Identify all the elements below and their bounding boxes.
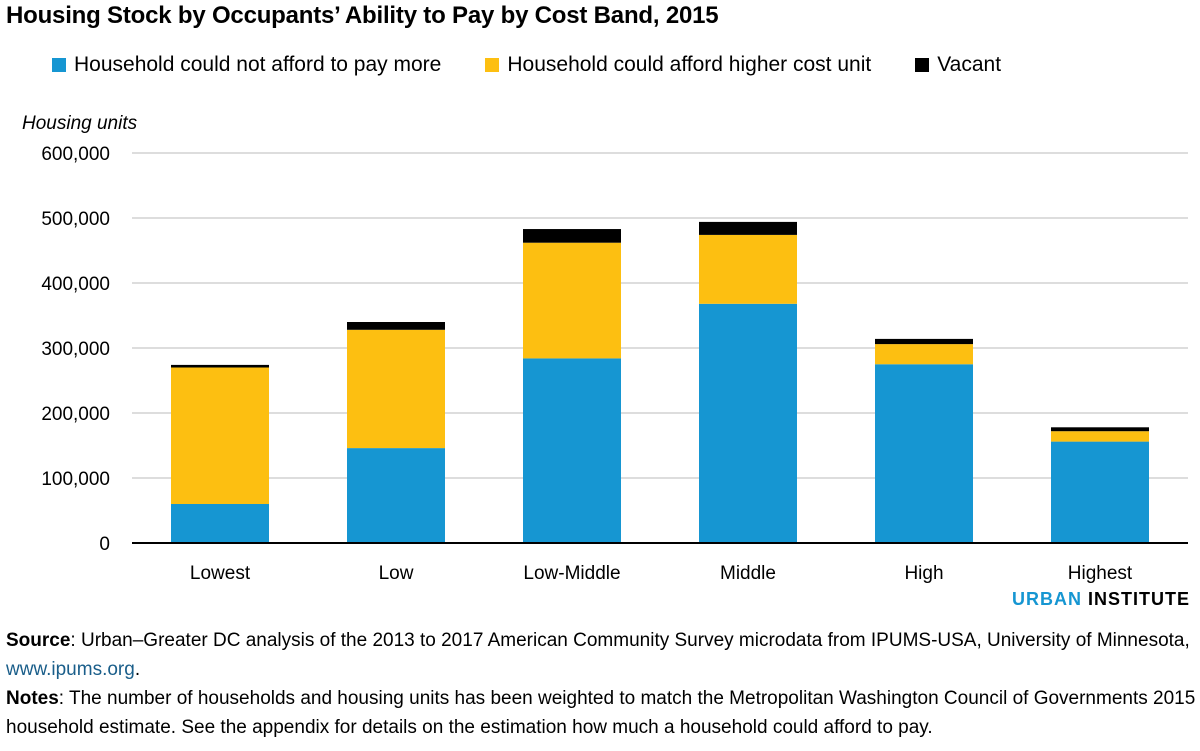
source-note: Source: Urban–Greater DC analysis of the… — [6, 626, 1196, 684]
x-tick-label: Lowest — [190, 563, 251, 584]
source-end: . — [134, 659, 141, 680]
y-tick-label: 0 — [99, 534, 110, 555]
notes: Notes: The number of households and hous… — [6, 684, 1196, 742]
bar-low-middle-series-2 — [523, 229, 621, 243]
legend-item-vacant: Vacant — [915, 53, 1001, 77]
bar-highest-series-2 — [1051, 427, 1149, 432]
notes-text: : The number of households and housing u… — [6, 688, 1196, 738]
legend-item-could-afford: Household could afford higher cost unit — [485, 53, 871, 77]
chart-footer: Source: Urban–Greater DC analysis of the… — [6, 626, 1196, 742]
bar-high-series-1 — [875, 344, 973, 365]
y-tick-label: 100,000 — [41, 469, 110, 490]
bar-lowest-series-0 — [171, 504, 269, 543]
notes-label: Notes — [6, 688, 59, 709]
bar-lowest-series-2 — [171, 364, 269, 368]
legend: Household could not afford to pay more H… — [52, 52, 1045, 78]
bar-high-series-2 — [875, 338, 973, 345]
bar-middle-series-2 — [699, 221, 797, 235]
chart-title: Housing Stock by Occupants’ Ability to P… — [6, 2, 719, 29]
legend-swatch-not-afford — [52, 58, 66, 72]
legend-label-vacant: Vacant — [937, 53, 1002, 76]
bar-low-series-0 — [347, 448, 445, 543]
legend-label-not-afford: Household could not afford to pay more — [74, 53, 442, 76]
y-tick-label: 500,000 — [41, 209, 110, 230]
y-tick-label: 400,000 — [41, 274, 110, 295]
bar-middle-series-0 — [699, 303, 797, 543]
bar-high-series-0 — [875, 364, 973, 543]
y-axis-title: Housing units — [22, 113, 138, 134]
source-text: : Urban–Greater DC analysis of the 2013 … — [70, 630, 1190, 651]
brand-part-institute: INSTITUTE — [1088, 589, 1190, 609]
bar-middle-series-1 — [699, 234, 797, 304]
urban-institute-logo: URBAN INSTITUTE — [1012, 589, 1190, 610]
source-label: Source — [6, 630, 71, 651]
y-tick-label: 300,000 — [41, 339, 110, 360]
bar-low-series-2 — [347, 322, 445, 330]
bar-low-middle-series-0 — [523, 358, 621, 543]
bar-highest-series-0 — [1051, 441, 1149, 543]
x-tick-label: Highest — [1068, 563, 1133, 584]
bar-highest-series-1 — [1051, 431, 1149, 442]
y-tick-label: 200,000 — [41, 404, 110, 425]
legend-item-not-afford: Household could not afford to pay more — [52, 53, 441, 77]
y-tick-label: 600,000 — [41, 144, 110, 165]
x-tick-label: Middle — [720, 563, 776, 584]
bar-low-middle-series-1 — [523, 242, 621, 359]
legend-label-could-afford: Household could afford higher cost unit — [507, 53, 872, 76]
brand-part-urban: URBAN — [1011, 589, 1082, 609]
x-tick-label: Low-Middle — [523, 563, 620, 584]
x-tick-label: High — [904, 563, 943, 584]
bar-lowest-series-1 — [171, 367, 269, 504]
legend-swatch-vacant — [915, 58, 930, 72]
x-tick-label: Low — [379, 563, 414, 584]
source-link[interactable]: www.ipums.org — [6, 659, 135, 680]
legend-swatch-could-afford — [485, 58, 500, 72]
bar-low-series-1 — [347, 329, 445, 449]
stacked-bar-chart: Housing units 0 100,000 200,000 300,000 400,0… — [22, 113, 1188, 584]
